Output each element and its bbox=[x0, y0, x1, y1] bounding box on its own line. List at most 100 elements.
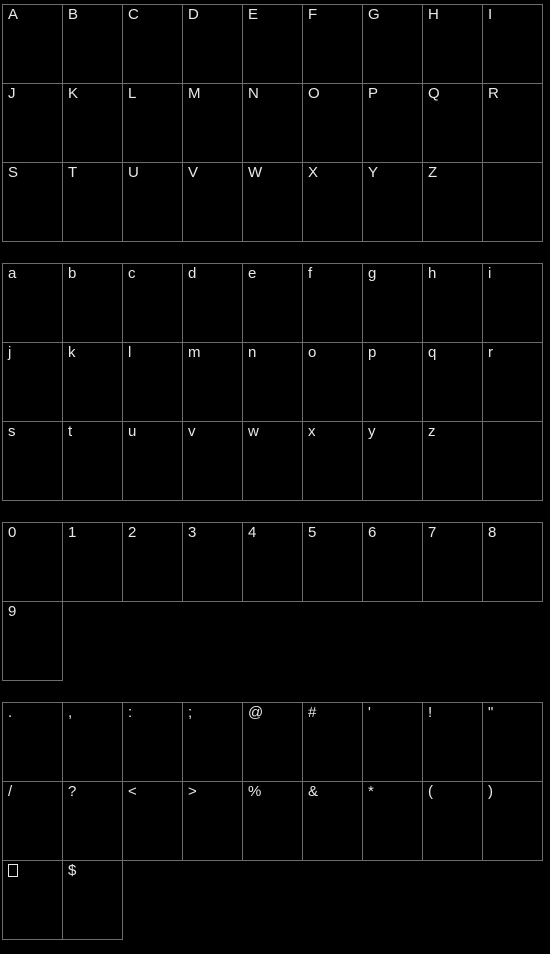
glyph-cell: ? bbox=[62, 781, 123, 861]
glyph-label: F bbox=[308, 7, 317, 22]
glyph-cell: u bbox=[122, 421, 183, 501]
glyph-cell: ; bbox=[182, 702, 243, 782]
glyph-cell bbox=[422, 860, 483, 940]
glyph-cell bbox=[122, 601, 183, 681]
glyph-grid: 0123456789 bbox=[3, 523, 543, 681]
glyph-cell: B bbox=[62, 4, 123, 84]
glyph-cell: p bbox=[362, 342, 423, 422]
glyph-cell bbox=[482, 162, 543, 242]
glyph-label: L bbox=[128, 86, 136, 101]
glyph-label: c bbox=[128, 266, 136, 281]
glyph-label: 0 bbox=[8, 525, 16, 540]
glyph-label: ' bbox=[368, 705, 371, 720]
section-digits: 0123456789 bbox=[3, 523, 543, 681]
glyph-grid: .,:;@#'!"/?<>%&*()$ bbox=[3, 703, 543, 940]
glyph-label: 3 bbox=[188, 525, 196, 540]
glyph-cell: z bbox=[422, 421, 483, 501]
glyph-cell: i bbox=[482, 263, 543, 343]
glyph-cell: j bbox=[2, 342, 63, 422]
glyph-cell: n bbox=[242, 342, 303, 422]
glyph-cell: S bbox=[2, 162, 63, 242]
glyph-label: < bbox=[128, 784, 137, 799]
glyph-label: J bbox=[8, 86, 16, 101]
glyph-cell bbox=[242, 860, 303, 940]
glyph-label: $ bbox=[68, 863, 76, 878]
glyph-label: . bbox=[8, 705, 12, 720]
glyph-label: r bbox=[488, 345, 493, 360]
glyph-label: z bbox=[428, 424, 436, 439]
glyph-label: h bbox=[428, 266, 436, 281]
glyph-cell: k bbox=[62, 342, 123, 422]
glyph-cell: V bbox=[182, 162, 243, 242]
glyph-cell: h bbox=[422, 263, 483, 343]
glyph-label: 1 bbox=[68, 525, 76, 540]
glyph-label: Q bbox=[428, 86, 440, 101]
glyph-label: & bbox=[308, 784, 318, 799]
glyph-label: n bbox=[248, 345, 256, 360]
glyph-cell: M bbox=[182, 83, 243, 163]
glyph-cell: F bbox=[302, 4, 363, 84]
glyph-cell: I bbox=[482, 4, 543, 84]
glyph-cell: Y bbox=[362, 162, 423, 242]
glyph-cell bbox=[62, 601, 123, 681]
glyph-cell: * bbox=[362, 781, 423, 861]
glyph-cell: 0 bbox=[2, 522, 63, 602]
glyph-label: A bbox=[8, 7, 18, 22]
glyph-cell: 5 bbox=[302, 522, 363, 602]
glyph-label: ) bbox=[488, 784, 493, 799]
glyph-label: d bbox=[188, 266, 196, 281]
glyph-label: / bbox=[8, 784, 12, 799]
glyph-label: U bbox=[128, 165, 139, 180]
glyph-cell: < bbox=[122, 781, 183, 861]
glyph-label: K bbox=[68, 86, 78, 101]
glyph-label: Y bbox=[368, 165, 378, 180]
glyph-label: 4 bbox=[248, 525, 256, 540]
glyph-label: m bbox=[188, 345, 201, 360]
glyph-cell: s bbox=[2, 421, 63, 501]
glyph-label: x bbox=[308, 424, 316, 439]
glyph-cell: X bbox=[302, 162, 363, 242]
glyph-cell: ' bbox=[362, 702, 423, 782]
glyph-label: M bbox=[188, 86, 201, 101]
glyph-label: W bbox=[248, 165, 262, 180]
glyph-label: 6 bbox=[368, 525, 376, 540]
section-uppercase: ABCDEFGHIJKLMNOPQRSTUVWXYZ bbox=[3, 5, 543, 242]
glyph-cell bbox=[362, 601, 423, 681]
glyph-label bbox=[8, 863, 18, 880]
glyph-label: l bbox=[128, 345, 131, 360]
glyph-cell bbox=[182, 860, 243, 940]
glyph-cell: a bbox=[2, 263, 63, 343]
glyph-label: f bbox=[308, 266, 312, 281]
glyph-label: b bbox=[68, 266, 76, 281]
glyph-label: j bbox=[8, 345, 11, 360]
glyph-label: Z bbox=[428, 165, 437, 180]
glyph-cell: 1 bbox=[62, 522, 123, 602]
glyph-cell: x bbox=[302, 421, 363, 501]
glyph-cell: K bbox=[62, 83, 123, 163]
glyph-cell: o bbox=[302, 342, 363, 422]
glyph-cell bbox=[422, 601, 483, 681]
glyph-label: @ bbox=[248, 705, 263, 720]
glyph-label: a bbox=[8, 266, 16, 281]
glyph-label: D bbox=[188, 7, 199, 22]
glyph-cell: 4 bbox=[242, 522, 303, 602]
glyph-label: C bbox=[128, 7, 139, 22]
glyph-cell: / bbox=[2, 781, 63, 861]
glyph-label: , bbox=[68, 705, 72, 720]
glyph-cell bbox=[302, 860, 363, 940]
glyph-label: P bbox=[368, 86, 378, 101]
glyph-label: O bbox=[308, 86, 320, 101]
glyph-label: V bbox=[188, 165, 198, 180]
glyph-cell: : bbox=[122, 702, 183, 782]
glyph-label: y bbox=[368, 424, 376, 439]
glyph-cell: @ bbox=[242, 702, 303, 782]
glyph-label: ! bbox=[428, 705, 432, 720]
glyph-label: t bbox=[68, 424, 72, 439]
glyph-label: H bbox=[428, 7, 439, 22]
glyph-label: E bbox=[248, 7, 258, 22]
glyph-cell bbox=[482, 421, 543, 501]
glyph-label: 5 bbox=[308, 525, 316, 540]
glyph-cell bbox=[122, 860, 183, 940]
glyph-cell: q bbox=[422, 342, 483, 422]
glyph-label: w bbox=[248, 424, 259, 439]
